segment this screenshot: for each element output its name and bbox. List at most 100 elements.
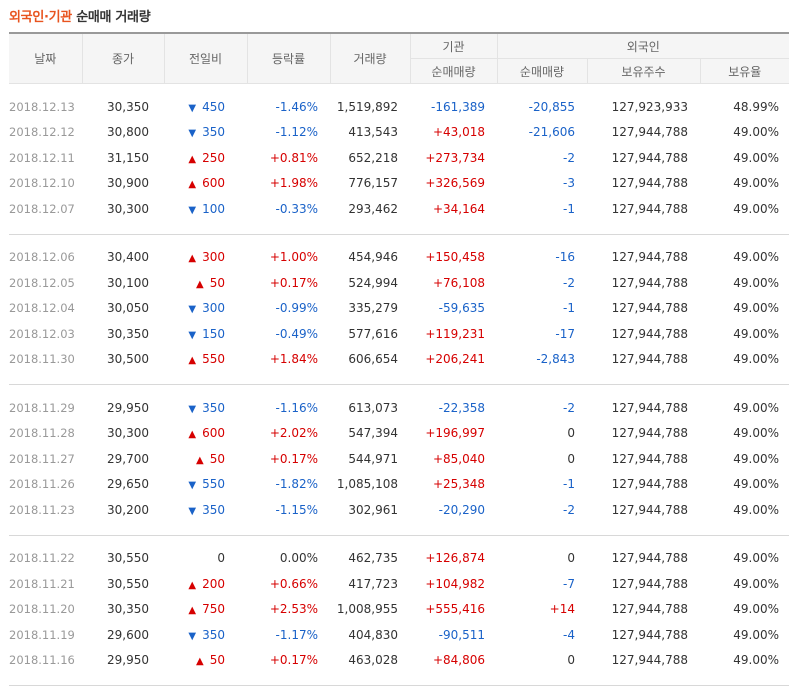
- cell-rate: +1.98%: [269, 176, 318, 191]
- cell-foreign-holdings: 127,944,788: [611, 201, 688, 216]
- trading-table-wrapper: 날짜 종가 전일비 등락률 거래량 기관 외국인 순매매량 순매매량 보유주수 …: [9, 32, 790, 686]
- cell-date: 2018.12.11: [9, 150, 75, 165]
- triangle-up-icon: ▲: [188, 605, 197, 617]
- cell-foreign-holdings: 127,944,788: [611, 150, 688, 165]
- cell-rate: 0.00%: [279, 551, 318, 566]
- cell-volume: 463,028: [348, 653, 398, 668]
- triangle-down-icon: ▼: [188, 204, 197, 216]
- cell-change: ▼ 350: [164, 395, 247, 421]
- cell-foreign-ratio: 49.00%: [733, 477, 780, 492]
- cell-change-value: 50: [209, 451, 225, 466]
- cell-change: ▼ 350: [164, 497, 247, 523]
- triangle-up-icon: ▲: [196, 454, 204, 466]
- cell-close: 29,700: [107, 451, 149, 466]
- triangle-down-icon: ▼: [188, 304, 197, 316]
- cell-change-value: 50: [209, 275, 225, 290]
- cell-close: 30,350: [107, 326, 149, 341]
- cell-rate: +1.84%: [269, 352, 318, 367]
- cell-change-value: 600: [202, 176, 225, 191]
- cell-rate: +1.00%: [269, 250, 318, 265]
- cell-change: ▲ 50: [164, 648, 247, 674]
- cell-foreign-net: -1: [563, 477, 575, 492]
- cell-date: 2018.11.29: [9, 400, 75, 415]
- table-row: 2018.12.11 31,150 ▲ 250 +0.81% 652,218 +273,73…: [9, 145, 789, 171]
- group-spacer: [9, 385, 789, 396]
- cell-change-value: 450: [202, 99, 225, 114]
- cell-volume: 302,961: [348, 502, 398, 517]
- cell-change-value: 100: [202, 201, 225, 216]
- cell-date: 2018.12.05: [9, 275, 75, 290]
- triangle-up-icon: ▲: [188, 179, 197, 191]
- cell-volume: 547,394: [348, 426, 398, 441]
- cell-date: 2018.11.23: [9, 502, 75, 517]
- cell-foreign-ratio: 49.00%: [733, 451, 780, 466]
- cell-foreign-net: 0: [567, 551, 575, 566]
- table-row: 2018.11.21 30,550 ▲ 200 +0.66% 417,723 +104,98…: [9, 571, 789, 597]
- table-row: 2018.12.05 30,100 ▲ 50 +0.17% 524,994 +76,108 -…: [9, 270, 789, 296]
- header-change: 전일비: [163, 32, 247, 84]
- cell-date: 2018.12.07: [9, 201, 75, 216]
- cell-institution-net: +25,348: [432, 477, 485, 492]
- cell-change: ▼ 350: [164, 622, 247, 648]
- triangle-up-icon: ▲: [188, 355, 197, 367]
- cell-foreign-net: 0: [567, 451, 575, 466]
- cell-volume: 335,279: [348, 301, 398, 316]
- trading-table: 날짜 종가 전일비 등락률 거래량 기관 외국인 순매매량 순매매량 보유주수 …: [9, 32, 790, 686]
- triangle-up-icon: ▲: [196, 656, 204, 668]
- cell-change: ▼ 150: [164, 321, 247, 347]
- cell-change-value: 50: [209, 653, 225, 668]
- cell-rate: -0.33%: [275, 201, 318, 216]
- table-row: 2018.11.29 29,950 ▼ 350 -1.16% 613,073 -22,358…: [9, 395, 789, 421]
- cell-close: 29,950: [107, 400, 149, 415]
- cell-foreign-holdings: 127,944,788: [611, 426, 688, 441]
- cell-institution-net: +85,040: [432, 451, 485, 466]
- cell-volume: 454,946: [348, 250, 398, 265]
- group-divider: [9, 673, 790, 686]
- table-row: 2018.11.20 30,350 ▲ 750 +2.53% 1,008,955 +555,…: [9, 597, 789, 623]
- cell-volume: 293,462: [348, 201, 398, 216]
- cell-date: 2018.12.13: [9, 99, 75, 114]
- cell-institution-net: +34,164: [432, 201, 485, 216]
- cell-institution-net: +150,458: [425, 250, 485, 265]
- cell-foreign-net: -2: [563, 150, 575, 165]
- cell-foreign-ratio: 49.00%: [733, 201, 780, 216]
- cell-volume: 1,008,955: [336, 602, 398, 617]
- header-rate: 등락률: [246, 32, 330, 84]
- table-row: 2018.12.04 30,050 ▼ 300 -0.99% 335,279 -59,635…: [9, 296, 789, 322]
- cell-change: ▼ 350: [164, 120, 247, 146]
- cell-close: 30,800: [107, 125, 149, 140]
- cell-foreign-ratio: 49.00%: [733, 653, 780, 668]
- cell-rate: -1.17%: [275, 627, 318, 642]
- cell-volume: 404,830: [348, 627, 398, 642]
- cell-rate: +0.17%: [269, 653, 318, 668]
- triangle-down-icon: ▼: [188, 480, 197, 492]
- cell-volume: 417,723: [348, 576, 398, 591]
- cell-institution-net: +206,241: [425, 352, 485, 367]
- cell-date: 2018.11.21: [9, 576, 75, 591]
- cell-volume: 544,971: [348, 451, 398, 466]
- cell-close: 30,100: [107, 275, 149, 290]
- cell-date: 2018.12.10: [9, 176, 75, 191]
- cell-rate: -1.16%: [275, 400, 318, 415]
- cell-change: ▼ 100: [164, 196, 247, 222]
- cell-foreign-ratio: 48.99%: [733, 99, 780, 114]
- cell-foreign-net: -1: [563, 201, 575, 216]
- cell-close: 30,050: [107, 301, 149, 316]
- cell-change-value: 250: [202, 150, 225, 165]
- table-row: 2018.11.22 30,550 0 0.00% 462,735 +126,874 0 12…: [9, 546, 789, 572]
- cell-foreign-ratio: 49.00%: [733, 400, 780, 415]
- cell-foreign-ratio: 49.00%: [733, 250, 780, 265]
- cell-foreign-holdings: 127,944,788: [611, 627, 688, 642]
- cell-foreign-net: -2: [563, 400, 575, 415]
- table-row: 2018.11.16 29,950 ▲ 50 +0.17% 463,028 +84,806 0…: [9, 648, 789, 674]
- header-date: 날짜: [9, 32, 82, 84]
- cell-change-value: 0: [217, 551, 225, 566]
- cell-foreign-holdings: 127,944,788: [611, 477, 688, 492]
- cell-rate: -1.12%: [275, 125, 318, 140]
- cell-close: 30,550: [107, 576, 149, 591]
- cell-volume: 652,218: [348, 150, 398, 165]
- cell-foreign-ratio: 49.00%: [733, 176, 780, 191]
- header-foreign-holdings: 보유주수: [586, 58, 700, 84]
- triangle-up-icon: ▲: [196, 278, 204, 290]
- cell-foreign-net: -2: [563, 275, 575, 290]
